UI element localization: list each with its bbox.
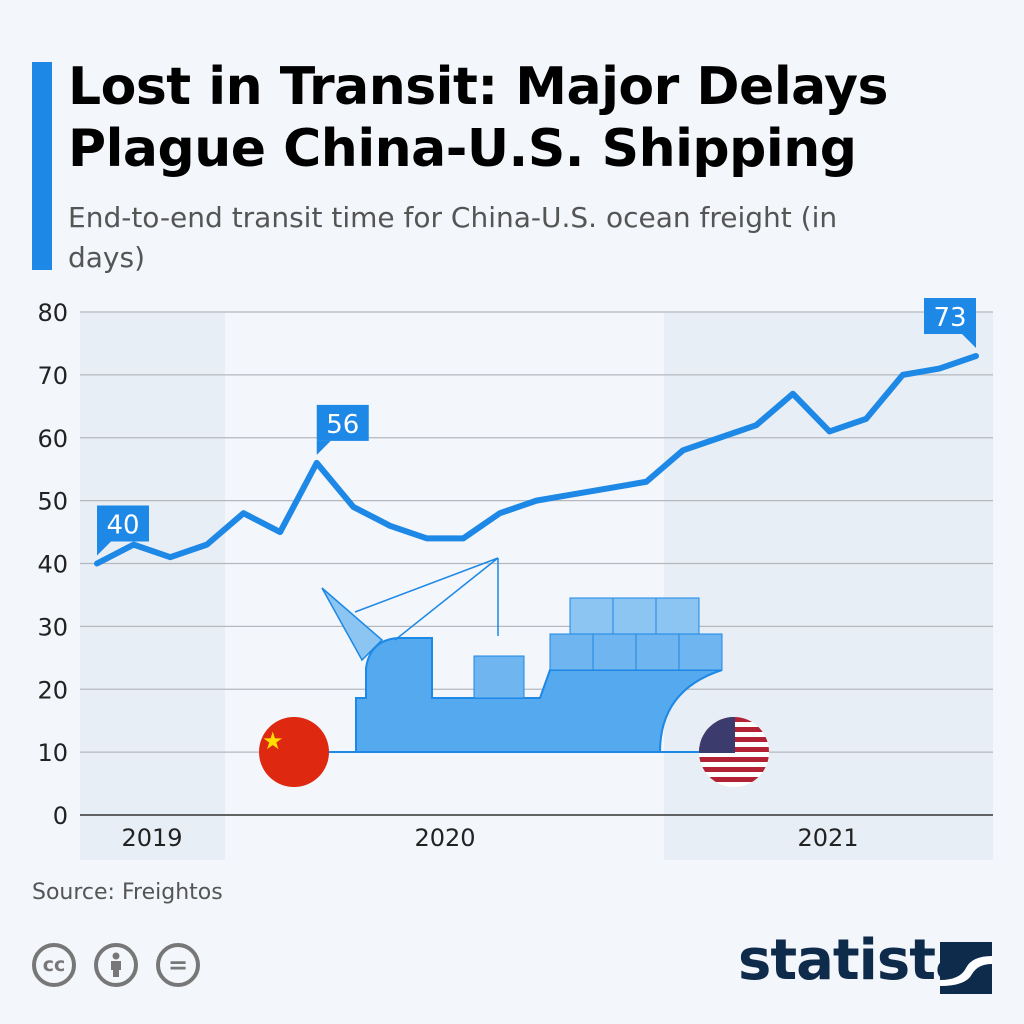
y-tick-label: 0 bbox=[53, 802, 68, 830]
title-accent-bar bbox=[32, 62, 52, 270]
y-tick-label: 80 bbox=[37, 299, 68, 327]
no-derivatives-icon: = bbox=[156, 943, 200, 987]
data-label-box bbox=[924, 298, 976, 335]
attribution-icon bbox=[94, 943, 138, 987]
data-label-box bbox=[97, 505, 149, 542]
x-year-label: 2019 bbox=[121, 824, 182, 852]
cargo-ship-illustration bbox=[320, 557, 723, 753]
data-label-pointer bbox=[316, 440, 331, 455]
source-note: Source: Freightos bbox=[32, 880, 223, 905]
page-title: Lost in Transit: Major Delays Plague Chi… bbox=[68, 57, 889, 179]
data-label-pointer bbox=[962, 334, 976, 349]
year-band-2019 bbox=[80, 312, 225, 860]
data-label-box bbox=[316, 404, 369, 441]
y-tick-label: 40 bbox=[37, 551, 68, 579]
y-tick-label: 70 bbox=[37, 362, 68, 390]
y-tick-label: 60 bbox=[37, 425, 68, 453]
data-label: 56 bbox=[326, 410, 359, 440]
cc-icon: cc bbox=[32, 943, 76, 987]
y-tick-label: 10 bbox=[37, 739, 68, 767]
usa-flag-stripe bbox=[699, 777, 769, 782]
data-label: 73 bbox=[933, 303, 966, 333]
chart-subtitle: End-to-end transit time for China-U.S. o… bbox=[68, 201, 838, 274]
china-flag-star: ★ bbox=[262, 727, 284, 755]
line-chart: 0 10 20 30 40 50 60 70 80 2019 2020 2021 ★ 40 56 73 bbox=[37, 298, 993, 860]
y-tick-label: 30 bbox=[37, 613, 68, 641]
data-label-pointer bbox=[97, 541, 111, 556]
usa-flag-stripe bbox=[699, 757, 769, 762]
statista-logo: statista bbox=[738, 928, 973, 993]
statista-logo-mark bbox=[940, 942, 992, 994]
y-tick-label: 20 bbox=[37, 676, 68, 704]
usa-flag-stripe bbox=[699, 767, 769, 772]
x-year-label: 2020 bbox=[414, 824, 475, 852]
x-year-label: 2021 bbox=[797, 824, 858, 852]
data-label: 40 bbox=[106, 511, 139, 541]
y-tick-label: 50 bbox=[37, 488, 68, 516]
china-flag-icon bbox=[259, 717, 329, 787]
